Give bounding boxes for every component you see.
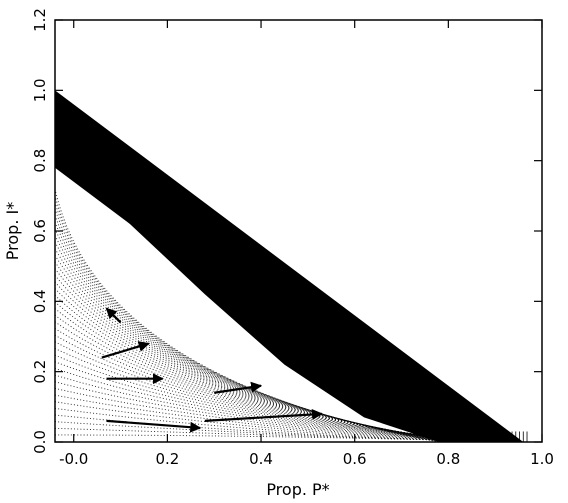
trajectory-curve — [55, 275, 466, 442]
trajectory-curve — [55, 248, 458, 442]
trajectory-curve — [55, 281, 468, 442]
y-tick-label: 0.2 — [31, 360, 49, 384]
trajectory-curve — [55, 361, 492, 442]
y-axis-label: Prop. I* — [3, 202, 22, 260]
trajectory-curve — [55, 434, 514, 442]
trajectory-curve — [55, 328, 482, 442]
x-tick-label: 1.0 — [530, 450, 554, 468]
x-axis-label: Prop. P* — [266, 480, 329, 499]
trajectory-curve — [55, 334, 484, 442]
trajectory-curve — [55, 427, 512, 442]
y-axis: 0.0 0.2 0.4 0.6 0.8 1.0 1.2 — [31, 8, 542, 454]
x-axis: -0.0 0.2 0.4 0.6 0.8 1.0 — [59, 20, 554, 468]
flow-arrow — [105, 307, 122, 324]
x-tick-label: 0.6 — [343, 450, 367, 468]
y-tick-label: 1.2 — [31, 8, 49, 32]
x-tick-label: 0.8 — [436, 450, 460, 468]
x-tick-label: 0.4 — [249, 450, 273, 468]
trajectory-curve — [55, 321, 480, 442]
trajectory-curve — [55, 368, 494, 442]
trajectory-layer — [55, 90, 528, 442]
y-tick-label: 0.8 — [31, 149, 49, 173]
trajectory-curve — [55, 414, 508, 442]
dense-region — [55, 90, 524, 442]
y-tick-label: 0.4 — [31, 289, 49, 313]
trajectory-curve — [55, 421, 510, 442]
x-tick-label: 0.2 — [155, 450, 179, 468]
y-tick-label: 0.0 — [31, 430, 49, 454]
y-tick-label: 0.6 — [31, 219, 49, 243]
flow-arrow — [204, 408, 324, 422]
flow-arrow — [101, 341, 150, 359]
arrow-layer — [101, 307, 454, 435]
x-tick-label: -0.0 — [59, 450, 88, 468]
trajectory-curve — [55, 261, 462, 442]
flow-arrow — [214, 381, 263, 394]
trajectory-curve — [55, 188, 440, 442]
trajectory-curve — [55, 288, 470, 442]
trajectory-curve — [55, 308, 476, 442]
trajectory-curve — [55, 381, 498, 442]
y-tick-label: 1.0 — [31, 78, 49, 102]
trajectory-curve — [55, 341, 486, 442]
trajectory-curve — [55, 401, 504, 442]
trajectory-curve — [55, 314, 478, 442]
flow-arrow — [106, 419, 202, 433]
